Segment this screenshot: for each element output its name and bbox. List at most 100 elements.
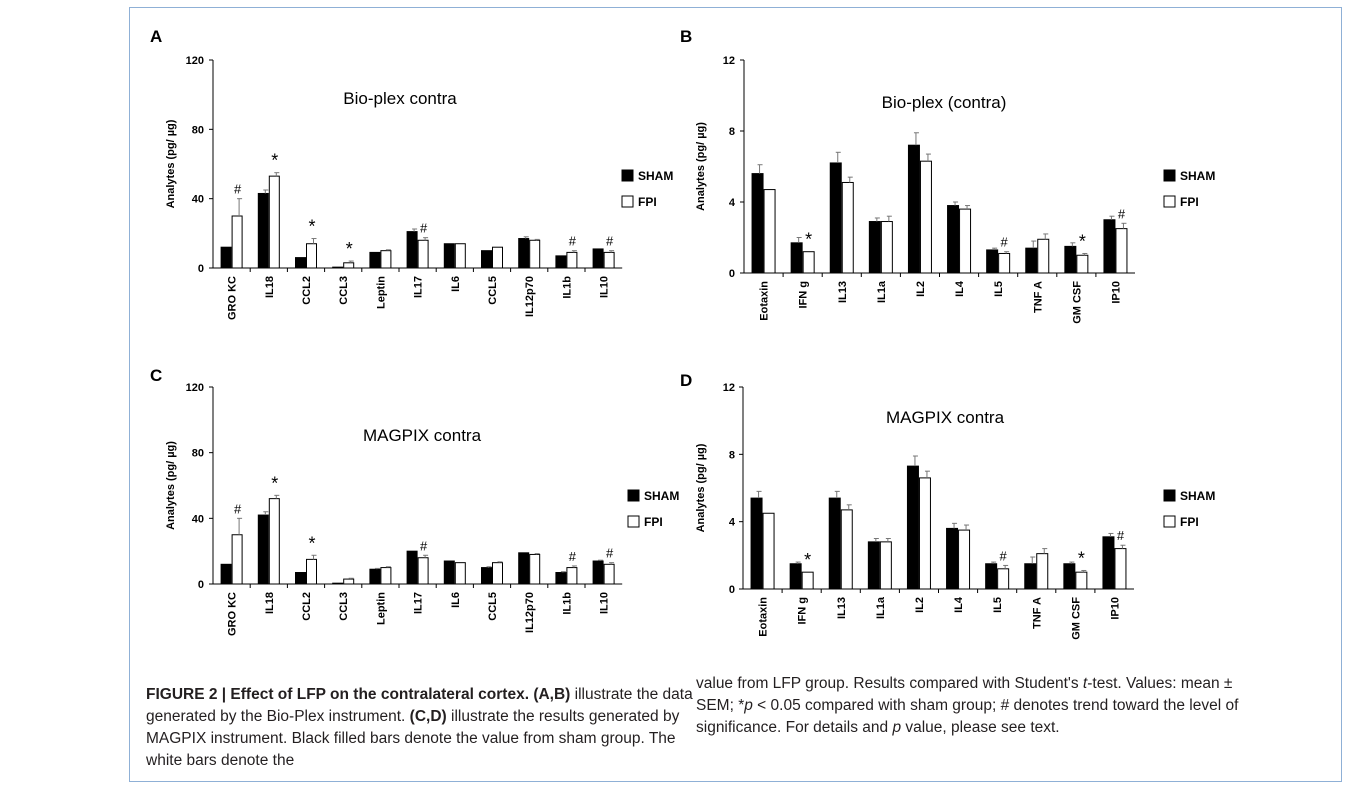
panel-label: B xyxy=(680,27,692,46)
bar-sham xyxy=(369,568,381,585)
bar-fpi xyxy=(268,498,280,585)
x-tick-label: IL2 xyxy=(914,597,926,613)
bar-sham xyxy=(220,246,232,269)
trend-mark: # xyxy=(569,234,577,249)
bar-fpi xyxy=(417,557,429,585)
caption-label: FIGURE 2 | Effect of LFP on the contrala… xyxy=(146,686,530,703)
bar-sham xyxy=(750,497,763,590)
caption-ab-text: illustrate the data generated by the Bio… xyxy=(146,686,693,725)
bar-fpi xyxy=(492,562,503,585)
y-tick-label: 40 xyxy=(192,513,204,525)
bar-sham xyxy=(518,552,530,585)
legend: SHAM FPI xyxy=(627,489,679,529)
bar-sham xyxy=(1103,219,1116,274)
bar-sham xyxy=(406,231,418,269)
bar-fpi xyxy=(343,262,355,269)
y-tick-label: 40 xyxy=(192,194,204,206)
trend-mark: # xyxy=(1118,206,1126,221)
caption-cd-ref: (C,D) xyxy=(409,708,447,725)
bar-fpi xyxy=(343,578,355,585)
bar-fpi xyxy=(762,512,775,590)
bar-sham xyxy=(828,497,841,590)
bar-fpi xyxy=(997,568,1010,590)
caption-p2: p xyxy=(892,719,902,736)
bar-fpi xyxy=(380,250,392,269)
bar-sham xyxy=(257,514,269,585)
bar-sham xyxy=(555,572,567,585)
caption-right: value from LFP group. Results compared w… xyxy=(696,673,1256,739)
x-tick-label: IL17 xyxy=(413,276,425,298)
x-tick-label: CCL2 xyxy=(301,592,313,621)
bar-sham xyxy=(867,541,880,590)
legend: SHAM FPI xyxy=(621,169,673,209)
bar-fpi xyxy=(306,558,317,585)
x-tick-label: IL18 xyxy=(264,276,276,298)
bar-fpi xyxy=(231,215,243,269)
caption-right-2c: value, please see text. xyxy=(901,719,1060,736)
x-tick-label: IL13 xyxy=(837,281,849,303)
legend-swatch-sham xyxy=(1163,489,1176,502)
y-tick-label: 12 xyxy=(723,382,735,394)
legend-swatch-fpi xyxy=(621,195,634,208)
x-tick-label: IL10 xyxy=(599,592,611,614)
bar-sham xyxy=(946,527,959,590)
trend-mark: # xyxy=(234,182,242,197)
caption-right-2b: < 0.05 compared with sham group; # denot… xyxy=(696,697,1239,736)
significance-star: * xyxy=(271,151,278,171)
bar-fpi xyxy=(454,243,466,269)
bar-fpi xyxy=(801,571,814,590)
x-tick-label: CCL3 xyxy=(338,276,350,305)
x-tick-label: IL6 xyxy=(450,592,462,608)
bar-sham xyxy=(443,560,455,585)
x-tick-label: GM CSF xyxy=(1071,281,1083,324)
legend-swatch-sham xyxy=(1163,169,1176,182)
legend-label-fpi: FPI xyxy=(644,515,663,529)
bar-sham xyxy=(257,192,269,269)
legend-swatch-fpi xyxy=(1163,515,1176,528)
y-tick-label: 0 xyxy=(729,268,735,280)
bar-sham xyxy=(592,248,604,269)
bar-sham xyxy=(406,550,418,585)
trend-mark: # xyxy=(1000,548,1008,563)
bar-fpi xyxy=(998,252,1011,274)
bar-fpi xyxy=(763,189,776,274)
y-tick-label: 4 xyxy=(729,517,736,529)
x-tick-label: Eotaxin xyxy=(759,281,771,321)
bar-fpi xyxy=(529,553,541,585)
bar-sham xyxy=(751,173,764,274)
bar-sham xyxy=(947,205,960,274)
y-tick-label: 12 xyxy=(723,55,735,67)
x-tick-label: IL17 xyxy=(413,592,425,614)
bar-sham xyxy=(369,251,381,269)
bar-fpi xyxy=(958,529,971,590)
legend-swatch-sham xyxy=(621,169,634,182)
x-tick-label: IL12p70 xyxy=(524,276,536,317)
significance-star: * xyxy=(805,230,812,250)
x-tick-label: TNF A xyxy=(1032,281,1044,313)
bar-sham xyxy=(481,567,492,585)
x-tick-label: IL5 xyxy=(992,597,1004,613)
bar-fpi xyxy=(268,175,280,269)
bar-sham xyxy=(443,243,455,269)
bar-fpi xyxy=(603,563,615,585)
x-tick-label: TNF A xyxy=(1031,597,1043,629)
legend-label-sham: SHAM xyxy=(638,169,673,183)
x-tick-label: IL5 xyxy=(993,281,1005,297)
significance-star: * xyxy=(346,239,353,259)
legend: SHAM FPI xyxy=(1163,489,1215,529)
caption-ab-ref: (A,B) xyxy=(533,686,571,703)
y-tick-label: 0 xyxy=(198,263,204,275)
panel-label: A xyxy=(150,27,162,46)
caption-p: p xyxy=(744,697,753,714)
x-tick-label: IL1a xyxy=(875,596,887,619)
bar-sham xyxy=(790,242,803,274)
bar-sham xyxy=(332,582,344,585)
trend-mark: # xyxy=(234,501,242,516)
y-axis-label: Analytes (pg/ µg) xyxy=(695,443,707,532)
caption-cd-text: illustrate the results generated by MAGP… xyxy=(146,708,680,769)
caption-left: FIGURE 2 | Effect of LFP on the contrala… xyxy=(146,684,706,772)
figure-frame xyxy=(129,7,1342,782)
bar-sham xyxy=(555,255,567,269)
bar-sham xyxy=(1064,245,1077,274)
